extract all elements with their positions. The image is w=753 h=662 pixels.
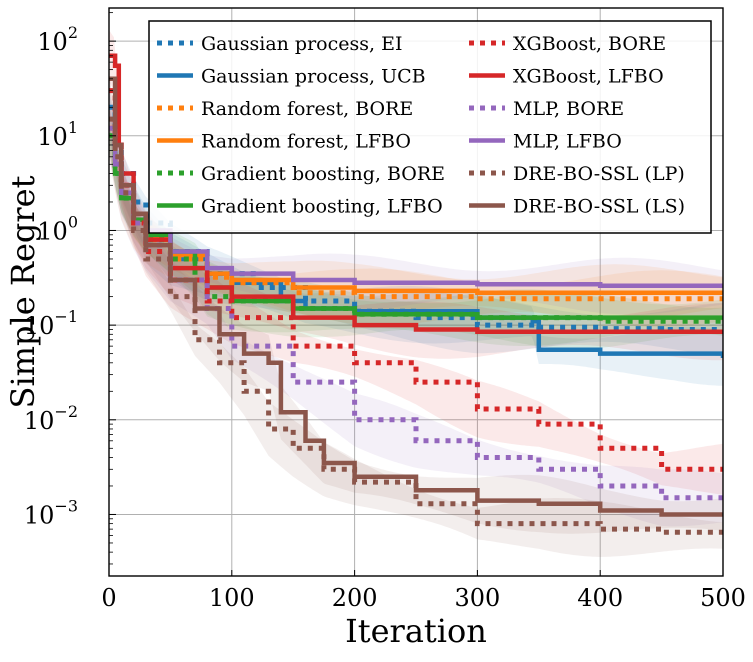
y-axis-label: Simple Regret	[4, 175, 42, 408]
series-xgboost-bore	[109, 88, 723, 472]
x-tick-label: 0	[101, 584, 116, 612]
legend: Gaussian process, EI Gaussian process, UC…	[148, 20, 712, 234]
legend-label-xgboost-lfbo: XGBoost, LFBO	[513, 66, 664, 88]
legend-label-gradient-boosting-bore: Gradient boosting, BORE	[201, 163, 445, 185]
y-tick-label: 102	[37, 23, 78, 56]
series-dre-bo-ssl-ls	[109, 76, 723, 517]
legend-label-gaussian-process-ei: Gaussian process, EI	[201, 33, 402, 55]
y-tick-label: 100	[37, 212, 78, 245]
legend-label-xgboost-bore: XGBoost, BORE	[513, 33, 666, 55]
y-tick-label: 10−1	[24, 307, 78, 340]
band-dre-bo-ssl-lp	[109, 102, 723, 558]
x-tick-label: 100	[209, 584, 255, 612]
series-lines	[109, 53, 723, 536]
band-random-forest-lfbo	[109, 106, 723, 322]
x-tick-label: 200	[332, 584, 378, 612]
y-tick-label: 10−2	[24, 402, 78, 435]
x-tick-label: 300	[454, 584, 500, 612]
band-gradient-boosting-bore	[109, 120, 723, 349]
x-axis-label: Iteration	[345, 612, 487, 650]
legend-box	[148, 20, 712, 234]
band-mlp-lfbo	[109, 104, 723, 315]
series-mlp-lfbo	[109, 126, 723, 289]
legend-label-mlp-bore: MLP, BORE	[513, 98, 624, 120]
plot-frame	[108, 7, 724, 577]
legend-label-gradient-boosting-lfbo: Gradient boosting, LFBO	[201, 196, 443, 218]
x-tick-label: 400	[577, 584, 623, 612]
legend-label-random-forest-lfbo: Random forest, LFBO	[201, 131, 411, 153]
axis-ticks: 0 100 200 300 400 500 102 101 100 10−1 10−2 10−3	[24, 12, 746, 612]
legend-label-dre-bo-ssl-lp: DRE-BO-SSL (LP)	[513, 163, 685, 185]
legend-label-dre-bo-ssl-ls: DRE-BO-SSL (LS)	[513, 196, 685, 218]
x-tick-label: 500	[700, 584, 746, 612]
y-tick-label: 10−3	[24, 496, 78, 529]
band-gradient-boosting-lfbo	[109, 122, 723, 346]
y-tick-label: 101	[37, 118, 78, 151]
legend-label-mlp-lfbo: MLP, LFBO	[513, 131, 622, 153]
legend-label-gaussian-process-ucb: Gaussian process, UCB	[201, 66, 426, 88]
legend-label-random-forest-bore: Random forest, BORE	[201, 98, 413, 120]
